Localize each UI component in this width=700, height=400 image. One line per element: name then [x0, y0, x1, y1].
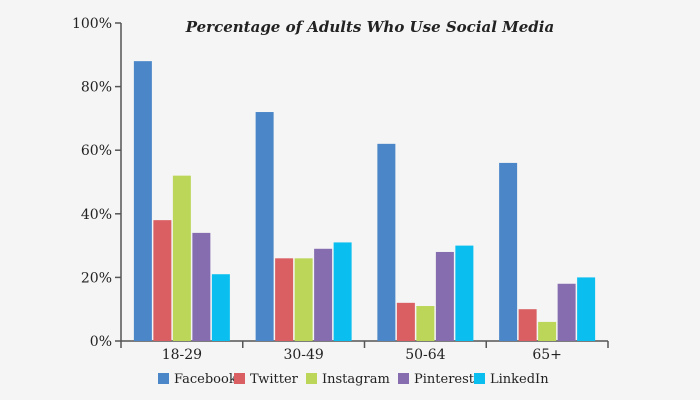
- legend-label: Pinterest: [414, 372, 475, 387]
- legend-item-facebook: Facebook: [158, 372, 237, 387]
- legend-label: Twitter: [250, 372, 299, 387]
- legend-swatch: [158, 373, 169, 384]
- bar-facebook-30-49: [255, 112, 274, 341]
- legend-label: LinkedIn: [490, 372, 549, 387]
- legend-item-linkedin: LinkedIn: [474, 372, 549, 387]
- bar-pinterest-30-49: [314, 248, 333, 341]
- legend-swatch: [398, 373, 409, 384]
- x-tick-label: 30-49: [283, 347, 323, 363]
- y-tick-label: 0%: [90, 334, 112, 350]
- legend-swatch: [474, 373, 485, 384]
- bar-instagram-65+: [538, 321, 557, 341]
- bar-twitter-30-49: [275, 258, 294, 341]
- bar-pinterest-50-64: [435, 251, 454, 341]
- x-tick-label: 65+: [532, 347, 562, 363]
- bar-pinterest-18-29: [192, 232, 211, 341]
- bar-pinterest-65+: [557, 283, 576, 341]
- bar-facebook-50-64: [377, 143, 396, 341]
- x-tick-label: 50-64: [405, 347, 445, 363]
- bar-linkedin-30-49: [333, 242, 352, 341]
- bar-instagram-18-29: [172, 175, 191, 341]
- bar-instagram-30-49: [294, 258, 313, 341]
- legend-swatch: [306, 373, 317, 384]
- y-tick-label: 60%: [81, 143, 112, 159]
- bar-linkedin-65+: [577, 277, 596, 341]
- bar-twitter-50-64: [396, 302, 415, 341]
- legend-label: Facebook: [174, 372, 237, 387]
- y-tick-label: 20%: [81, 270, 112, 286]
- bar-facebook-18-29: [133, 61, 152, 341]
- legend-item-instagram: Instagram: [306, 372, 390, 387]
- legend-item-twitter: Twitter: [234, 372, 299, 387]
- bar-linkedin-18-29: [211, 274, 230, 341]
- bar-twitter-18-29: [153, 220, 172, 341]
- x-tick-label: 18-29: [162, 347, 202, 363]
- y-tick-label: 100%: [72, 16, 112, 32]
- legend-item-pinterest: Pinterest: [398, 372, 475, 387]
- bar-facebook-65+: [499, 162, 518, 341]
- bar-instagram-50-64: [416, 306, 435, 341]
- y-tick-label: 80%: [81, 80, 112, 96]
- legend-label: Instagram: [322, 372, 390, 387]
- bar-twitter-65+: [518, 309, 537, 341]
- legend-swatch: [234, 373, 245, 384]
- chart-title: Percentage of Adults Who Use Social Medi…: [185, 18, 554, 36]
- y-tick-label: 40%: [81, 207, 112, 223]
- bar-linkedin-50-64: [455, 245, 474, 341]
